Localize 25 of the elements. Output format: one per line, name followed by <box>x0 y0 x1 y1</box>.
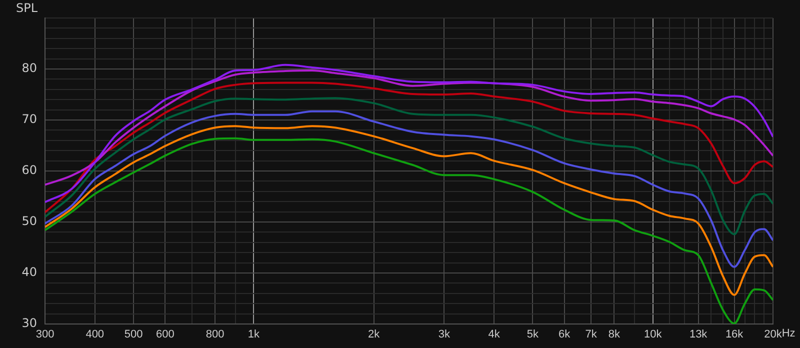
y-tick-label: 60 <box>22 163 37 178</box>
x-tick-label: 16k <box>725 328 744 341</box>
x-tick-label: 800 <box>206 328 224 341</box>
x-axis-title: Hz <box>782 328 796 340</box>
x-tick-label: 300 <box>36 328 54 341</box>
x-tick-label: 400 <box>86 328 104 341</box>
x-tick-label: 10k <box>644 328 662 341</box>
x-tick-label: 600 <box>156 328 174 341</box>
x-tick-label: 1k <box>248 328 260 341</box>
x-tick-label: 7k <box>585 328 598 341</box>
x-tick-label: 6k <box>558 328 571 341</box>
x-tick-label: 2k <box>368 328 380 341</box>
x-tick-label: 3k <box>438 328 450 341</box>
x-tick-label: 13k <box>689 328 708 341</box>
x-tick-label: 20k <box>764 328 782 341</box>
y-tick-label: 30 <box>22 316 37 330</box>
y-axis-title: SPL <box>16 1 38 16</box>
x-tick-label: 8k <box>608 328 620 341</box>
x-tick-label: 4k <box>488 328 500 341</box>
y-tick-label: 80 <box>22 61 37 76</box>
y-tick-label: 40 <box>22 265 37 280</box>
y-tick-label: 70 <box>22 112 37 126</box>
x-tick-label: 500 <box>124 328 143 341</box>
y-tick-label: 50 <box>22 214 37 228</box>
x-tick-label: 5k <box>526 328 539 341</box>
